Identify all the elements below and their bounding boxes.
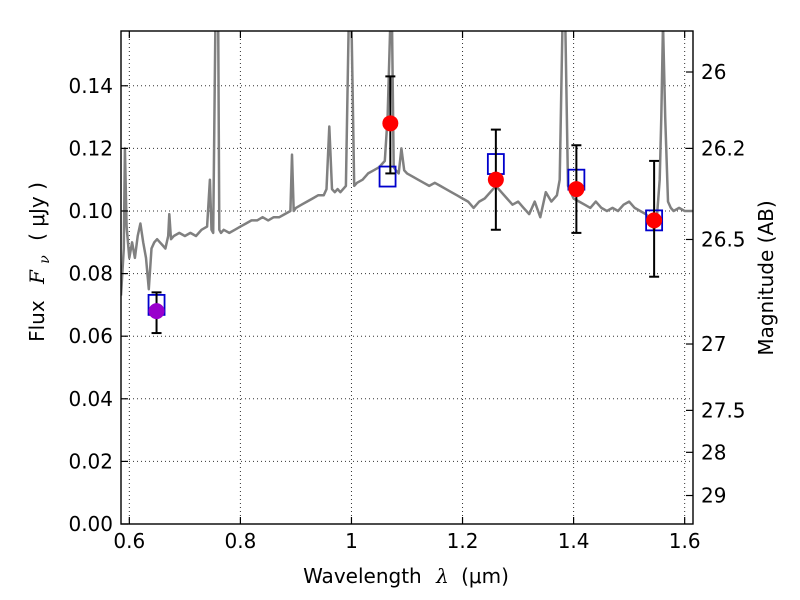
x-tick-label: 1.6 [669, 529, 701, 553]
x-tick-label: 0.8 [224, 529, 256, 553]
data-points [147, 75, 664, 335]
y2-tick-label: 26.2 [701, 136, 746, 160]
y2-tick-label: 26.5 [701, 227, 746, 251]
y-axis-label: Flux F ν ( μJy ) [25, 182, 54, 342]
observed-point [487, 171, 504, 188]
observed-point [382, 115, 399, 132]
y2-tick-label: 28 [701, 440, 726, 464]
y2-tick-label: 26 [701, 60, 726, 84]
x-tick-label: 0.6 [113, 529, 145, 553]
model-square-point [378, 165, 397, 188]
spectrum-line [121, 31, 693, 296]
y-tick-label: 0.00 [68, 512, 113, 536]
y-tick-label: 0.12 [68, 136, 113, 160]
plot-area [121, 31, 693, 296]
y2-tick-label: 29 [701, 484, 726, 508]
y-tick-label: 0.06 [68, 324, 113, 348]
y-tick-label: 0.10 [68, 199, 113, 223]
observed-point [568, 181, 585, 198]
grid-lines [121, 31, 693, 525]
observed-point [646, 212, 663, 229]
observed-point [148, 303, 165, 320]
y2-tick-label: 27.5 [701, 398, 746, 422]
y2-tick-label: 27 [701, 332, 726, 356]
x-tick-label: 1.2 [447, 529, 479, 553]
series-layer [121, 31, 693, 296]
y-tick-label: 0.08 [68, 262, 113, 286]
x-tick-label: 1 [345, 529, 358, 553]
plot-frame [120, 30, 694, 525]
x-axis-label: Wavelength λ (μm) [303, 564, 509, 588]
x-tick-label: 1.4 [558, 529, 590, 553]
y-tick-label: 0.02 [68, 449, 113, 473]
y-tick-label: 0.04 [68, 387, 113, 411]
y-tick-label: 0.14 [68, 74, 113, 98]
axis-ticks: 0.6 0.8 1 1.2 1.4 1.6 0.00 0.02 0.04 0.06 0.08 0.10… [68, 31, 746, 553]
y2-axis-label: Magnitude (AB) [754, 200, 778, 355]
